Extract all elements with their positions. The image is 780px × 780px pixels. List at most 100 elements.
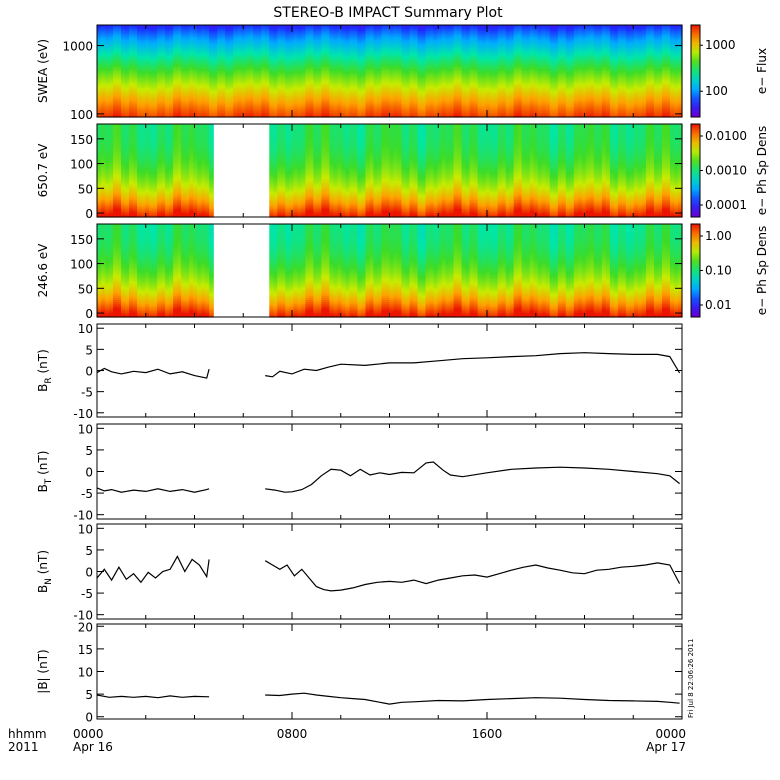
heatmap-cell [101, 75, 106, 78]
heatmap-cell [97, 98, 102, 101]
heatmap-cell [97, 29, 102, 32]
heatmap-cell [113, 71, 118, 74]
heatmap-cell [105, 37, 110, 41]
heatmap-cell [97, 87, 102, 91]
heatmap-cell [97, 104, 102, 108]
heatmap-cell [117, 43, 122, 47]
heatmap-cell [113, 91, 118, 95]
heatmap-cell [97, 71, 102, 74]
heatmap-cell [105, 68, 110, 72]
heatmap-cell [113, 48, 118, 51]
heatmap-cell [121, 41, 126, 45]
heatmap-cell [113, 45, 118, 49]
heatmap-cell [101, 48, 106, 51]
heatmap-cell [109, 31, 114, 34]
heatmap-cell [105, 87, 110, 91]
heatmap-cell [109, 66, 114, 70]
heatmap-cell [101, 94, 106, 97]
heatmap-cell [117, 108, 122, 112]
heatmap-cell [109, 110, 114, 114]
heatmap-cell [113, 83, 118, 87]
heatmap-cell [105, 58, 110, 62]
heatmap-cell [105, 77, 110, 80]
heatmap-cell [117, 112, 122, 116]
heatmap-cell [101, 89, 106, 93]
heatmap-cell [121, 54, 126, 57]
heatmap-cell [113, 54, 118, 57]
heatmap-cell [113, 66, 118, 70]
heatmap-cell [121, 35, 126, 39]
heatmap-cell [121, 37, 126, 41]
heatmap-cell [109, 41, 114, 45]
heatmap-cell [105, 79, 110, 83]
heatmap-cell [97, 83, 102, 87]
heatmap-cell [97, 33, 102, 37]
heatmap-cell [117, 31, 122, 34]
heatmap-cell [113, 102, 118, 106]
heatmap-cell [97, 48, 102, 51]
heatmap-cell [105, 27, 110, 30]
heatmap-cell [97, 50, 102, 53]
heatmap-cell [113, 62, 118, 66]
heatmap-cell [97, 94, 102, 97]
heatmap-cell [117, 29, 122, 32]
heatmap-cell [109, 50, 114, 53]
heatmap-cell [105, 43, 110, 47]
heatmap-cell [117, 27, 122, 30]
heatmap-cell [113, 100, 118, 103]
heatmap-cell [113, 35, 118, 39]
heatmap-cell [113, 114, 118, 118]
heatmap-cell [97, 102, 102, 106]
heatmap-cell [121, 39, 126, 43]
heatmap-cell [113, 37, 118, 41]
heatmap-cell [113, 73, 118, 76]
heatmap-cell [97, 114, 102, 118]
heatmap-cell [109, 87, 114, 91]
heatmap-cell [113, 31, 118, 34]
heatmap-cell [109, 27, 114, 30]
heatmap-cell [109, 94, 114, 97]
heatmap-cell [117, 52, 122, 55]
heatmap-cell [117, 56, 122, 60]
heatmap-cell [113, 25, 118, 28]
heatmap-cell [101, 54, 106, 57]
heatmap-cell [105, 48, 110, 51]
heatmap-cell [101, 52, 106, 55]
heatmap-cell [105, 62, 110, 66]
heatmap-cell [109, 89, 114, 93]
heatmap-cell [109, 85, 114, 89]
heatmap-cell [117, 94, 122, 97]
heatmap-cell [101, 73, 106, 76]
heatmap-cell [97, 110, 102, 114]
heatmap-cell [117, 104, 122, 108]
heatmap-cell [117, 81, 122, 85]
heatmap-cell [97, 25, 102, 28]
heatmap-cell [117, 87, 122, 91]
heatmap-cell [113, 96, 118, 99]
heatmap-cell [121, 27, 126, 30]
heatmap-cell [97, 45, 102, 49]
heatmap-cell [109, 114, 114, 118]
heatmap-cell [117, 106, 122, 110]
heatmap-cell [97, 75, 102, 78]
heatmap-cell [105, 106, 110, 110]
heatmap-cell [97, 27, 102, 30]
heatmap-cell [105, 110, 110, 114]
heatmap-cell [101, 39, 106, 43]
heatmap-cell [97, 100, 102, 103]
heatmap-cell [113, 98, 118, 101]
heatmap-cell [109, 48, 114, 51]
heatmap-cell [101, 104, 106, 108]
heatmap-cell [113, 64, 118, 68]
heatmap-cell [109, 68, 114, 72]
heatmap-cell [105, 91, 110, 95]
heatmap-cell [105, 45, 110, 49]
heatmap-cell [113, 33, 118, 37]
heatmap-cell [105, 41, 110, 45]
heatmap-cell [113, 75, 118, 78]
heatmap-cell [109, 52, 114, 55]
heatmap-cell [109, 77, 114, 80]
heatmap-cell [109, 37, 114, 41]
heatmap-cell [97, 60, 102, 64]
